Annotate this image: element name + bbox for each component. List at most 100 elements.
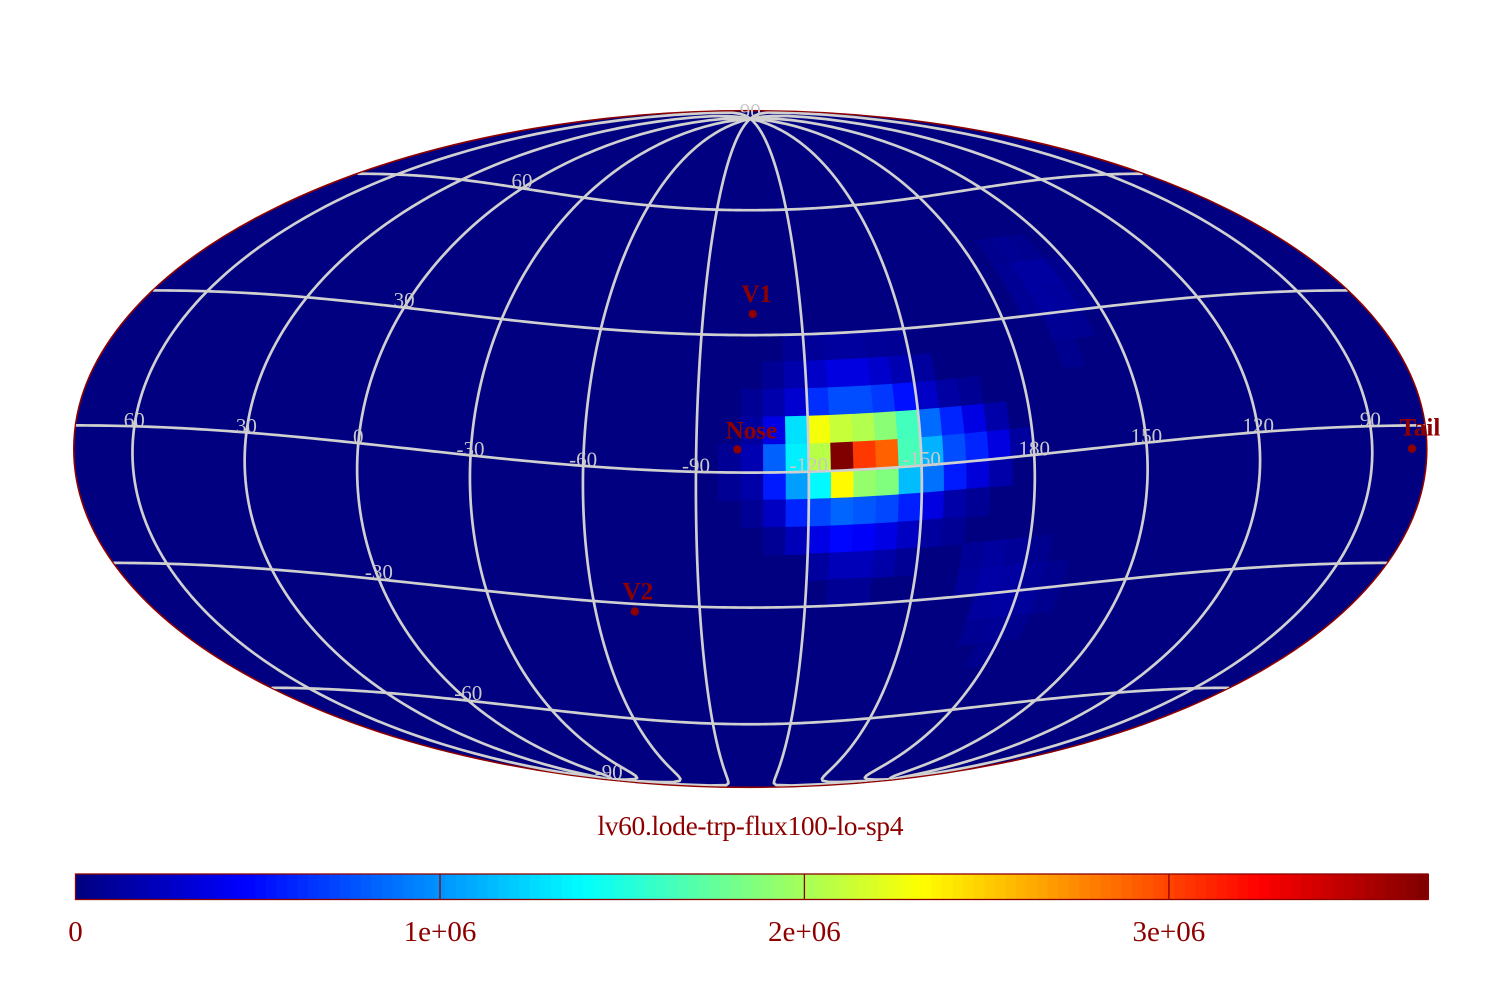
heatmap-cell <box>917 407 944 439</box>
heatmap-cell <box>830 497 855 527</box>
colorbar-band <box>1216 874 1229 900</box>
colorbar-band <box>973 874 986 900</box>
colorbar-band <box>371 874 383 900</box>
colorbar-band <box>836 874 848 900</box>
heatmap-cell <box>966 458 991 490</box>
heatmap-cell <box>897 492 923 523</box>
marker-label-nose: Nose <box>726 417 777 444</box>
colorbar-band <box>1227 874 1239 900</box>
colorbar-band <box>688 874 700 900</box>
heatmap-cell <box>1052 337 1086 369</box>
lon-label: 150 <box>1131 424 1163 448</box>
colorbar-band <box>709 874 722 900</box>
heatmap-cell <box>940 516 967 547</box>
colorbar-band <box>381 874 394 900</box>
heatmap-cell <box>986 429 1013 461</box>
heatmap-cell <box>827 551 853 581</box>
colorbar-band <box>223 874 235 900</box>
colorbar-band <box>529 874 542 900</box>
colorbar-band <box>403 874 415 900</box>
colorbar-band <box>931 874 943 900</box>
heatmap-cell <box>965 486 991 518</box>
colorbar-band <box>994 874 1007 900</box>
heatmap-cell <box>918 518 944 549</box>
heatmap-cell <box>783 360 807 390</box>
colorbar-band <box>1396 874 1408 900</box>
heatmap-cell <box>852 440 877 471</box>
colorbar-band <box>170 874 183 900</box>
colorbar-band <box>202 874 214 900</box>
colorbar-band <box>550 874 563 900</box>
colorbar-band <box>1047 874 1060 900</box>
colorbar-band <box>424 874 436 900</box>
heatmap-cell <box>830 469 855 500</box>
colorbar-band <box>825 874 838 900</box>
colorbar-band <box>1132 874 1144 900</box>
heatmap-cell <box>849 550 875 580</box>
lon-label: 60 <box>124 408 145 432</box>
colorbar-tick-label: 0 <box>68 916 83 948</box>
heatmap-cell <box>956 376 985 407</box>
colorbar-band <box>1058 874 1070 900</box>
heatmap-cell <box>943 461 968 492</box>
colorbar-band <box>1206 874 1218 900</box>
colorbar-band <box>307 874 320 900</box>
heatmap-cell <box>762 388 786 418</box>
heatmap-cell <box>804 360 829 390</box>
lon-label: 30 <box>236 414 257 438</box>
heatmap-cell <box>852 495 878 526</box>
colorbar-band <box>1290 874 1303 900</box>
colorbar-band <box>804 874 817 900</box>
colorbar-band <box>899 874 912 900</box>
colorbar-band <box>477 874 489 900</box>
colorbar-band <box>867 874 880 900</box>
lat-label: -60 <box>454 681 482 705</box>
colorbar-band <box>603 874 616 900</box>
colorbar-band <box>276 874 288 900</box>
heatmap-cell <box>807 525 832 555</box>
colorbar-band <box>392 874 405 900</box>
heatmap-cell <box>762 361 786 390</box>
colorbar-band <box>1026 874 1039 900</box>
colorbar-band <box>339 874 352 900</box>
colorbar-band <box>815 874 827 900</box>
colorbar-band <box>286 874 299 900</box>
colorbar-band <box>1385 874 1398 900</box>
colorbar-band <box>212 874 225 900</box>
parallel-line <box>74 424 1426 474</box>
colorbar-band <box>1184 874 1197 900</box>
heatmap-cell <box>873 411 899 442</box>
lon-label: -150 <box>902 447 941 471</box>
heatmap-cell <box>851 523 877 553</box>
heatmap-cell <box>782 333 806 363</box>
colorbar-band <box>1100 874 1113 900</box>
heatmap-cell <box>763 444 787 474</box>
colorbar-band <box>318 874 331 900</box>
colorbar-band <box>1375 874 1387 900</box>
colorbar-band <box>1354 874 1366 900</box>
lon-label: 90 <box>1360 408 1381 432</box>
heatmap-cell <box>871 548 897 579</box>
colorbar-band <box>572 874 584 900</box>
colorbar-band <box>149 874 162 900</box>
marker-dot-tail <box>1407 444 1417 453</box>
lat-label: 30 <box>394 288 415 312</box>
heatmap-cell <box>825 578 851 607</box>
colorbar-band <box>1332 874 1345 900</box>
heatmap-cell <box>895 520 922 551</box>
graticule-labels: 60 30 0 -30 -60 -90 -120 -150 180 150 120 90 90 60 30 -… <box>124 99 1381 784</box>
lat-label: 90 <box>740 99 761 123</box>
graticule-layer <box>74 111 1426 787</box>
colorbar-bands <box>75 874 1429 900</box>
heatmap-cell <box>851 412 877 443</box>
colorbar-band <box>1248 874 1260 900</box>
colorbar-band <box>1153 874 1165 900</box>
heatmap-cell <box>988 456 1013 488</box>
parallel-line <box>357 172 1144 212</box>
lat-label: 60 <box>512 169 533 193</box>
colorbar-tick-label: 3e+06 <box>1133 916 1206 948</box>
heatmap-cell <box>853 468 878 499</box>
colorbar-band <box>117 874 130 900</box>
colorbar-band <box>466 874 479 900</box>
